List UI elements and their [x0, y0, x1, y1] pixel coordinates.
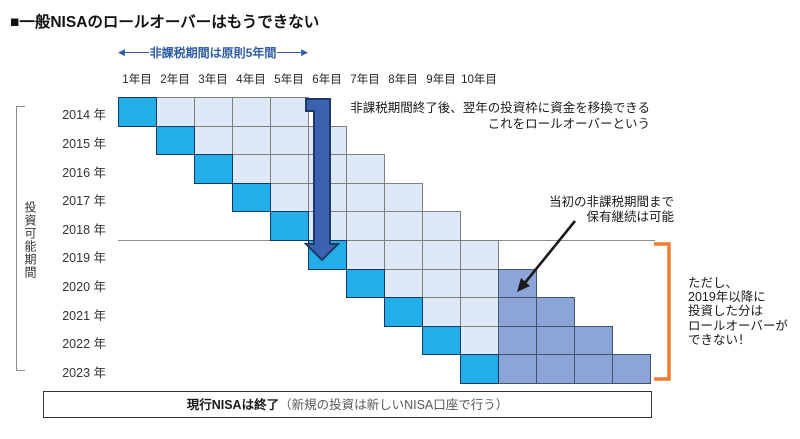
year-row-label: 2023 年	[62, 365, 106, 380]
tax-free-cell	[460, 268, 499, 299]
tax-free-period-text: 非課税期間は原則5年間	[149, 45, 277, 60]
rollover-note-line2: これをロールオーバーという	[487, 116, 650, 131]
column-header: 5年目	[274, 74, 304, 86]
column-header: 2年目	[160, 74, 190, 86]
column-header: 7年目	[350, 74, 380, 86]
right-arrowhead-icon: ▶	[301, 47, 308, 57]
tax-free-cell	[270, 182, 309, 213]
extended-holding-cell	[498, 325, 537, 356]
tax-free-cell	[422, 268, 461, 299]
tax-free-cell	[384, 182, 423, 213]
investment-year-cell	[194, 154, 233, 184]
footer-normal-text: （新規の投資は新しいNISA口座で行う）	[279, 398, 509, 412]
left-arrowhead-icon: ◀	[118, 47, 125, 57]
investment-period-label: 投資可能期間	[23, 201, 37, 279]
tax-free-cell	[270, 97, 309, 127]
investment-year-cell	[422, 325, 461, 356]
hold-note: 当初の非課税期間まで 保有継続は可能	[480, 195, 674, 224]
tax-free-cell	[422, 297, 461, 327]
hold-note-line1: 当初の非課税期間まで	[548, 195, 674, 209]
column-header: 3年目	[198, 74, 228, 86]
year-row-label: 2015 年	[62, 136, 106, 151]
tax-free-cell	[422, 240, 461, 270]
extended-holding-cell	[498, 354, 537, 384]
tax-free-cell	[232, 125, 271, 156]
tax-free-cell	[384, 268, 423, 299]
year-row-label: 2021 年	[62, 308, 106, 323]
footer-banner: 現行NISAは終了（新規の投資は新しいNISA口座で行う）	[43, 391, 652, 418]
extended-holding-cell	[574, 325, 613, 356]
year-row-label: 2016 年	[62, 165, 106, 180]
investment-year-cell	[308, 240, 347, 270]
tax-free-cell	[270, 125, 309, 156]
tax-free-cell	[384, 240, 423, 270]
page-title: ■一般NISAのロールオーバーはもうできない	[10, 14, 320, 31]
footer-bold-text: 現行NISAは終了	[186, 398, 280, 412]
investment-year-cell	[270, 211, 309, 241]
investment-period-bracket	[16, 106, 25, 371]
tax-free-period-label: ◀ 非課税期間は原則5年間 ▶	[118, 44, 308, 60]
investment-year-cell	[460, 354, 499, 384]
year-row-label: 2018 年	[62, 222, 106, 237]
arrow-line-right	[277, 51, 302, 53]
tax-free-cell	[422, 211, 461, 241]
arrow-line-left	[124, 51, 149, 53]
year-row-label: 2020 年	[62, 279, 106, 294]
tax-free-cell	[460, 297, 499, 327]
restriction-note-line: ロールオーバーが	[688, 318, 788, 333]
investment-year-cell	[346, 268, 385, 299]
investment-year-cell	[156, 125, 195, 156]
restriction-bracket	[654, 242, 671, 381]
extended-holding-cell	[536, 354, 575, 384]
tax-free-cell	[232, 97, 271, 127]
hold-note-line2: 保有継続は可能	[586, 209, 674, 224]
column-header: 10年目	[461, 74, 497, 86]
year-row-label: 2019 年	[62, 251, 106, 266]
tax-free-cell	[460, 325, 499, 356]
tax-free-cell	[384, 211, 423, 241]
tax-free-cell	[308, 154, 347, 184]
extended-holding-cell	[498, 268, 537, 299]
column-header: 6年目	[312, 74, 342, 86]
investment-year-cell	[232, 182, 271, 213]
tax-free-cell	[346, 240, 385, 270]
extended-holding-cell	[574, 354, 613, 384]
rollover-note-line1: 非課税期間終了後、翌年の投資枠に資金を移換できる	[350, 101, 650, 115]
tax-free-cell	[308, 211, 347, 241]
restriction-note-line: ただし、	[688, 276, 739, 290]
tax-free-cell	[460, 240, 499, 270]
extended-holding-cell	[536, 325, 575, 356]
tax-free-cell	[270, 154, 309, 184]
column-header: 9年目	[426, 74, 456, 86]
column-header: 4年目	[236, 74, 266, 86]
tax-free-cell	[194, 97, 233, 127]
tax-free-cell	[308, 182, 347, 213]
rollover-note: 非課税期間終了後、翌年の投資枠に資金を移換できる これをロールオーバーという	[250, 101, 650, 132]
tax-free-cell	[346, 211, 385, 241]
restriction-note: ただし、 2019年以降に 投資した分は ロールオーバーが できない！	[688, 276, 796, 347]
tax-free-cell	[232, 154, 271, 184]
tax-free-cell	[194, 125, 233, 156]
investment-year-cell	[384, 297, 423, 327]
restriction-note-line: 2019年以降に	[688, 290, 766, 305]
year-row-label: 2022 年	[62, 337, 106, 352]
restriction-note-line: 投資した分は	[688, 304, 764, 319]
restriction-note-line: できない！	[688, 332, 751, 347]
tax-free-cell	[346, 182, 385, 213]
year-row-label: 2017 年	[62, 194, 106, 209]
tax-free-cell	[346, 154, 385, 184]
extended-holding-cell	[498, 297, 537, 327]
tax-free-cell	[156, 97, 195, 127]
year-row-label: 2014 年	[62, 108, 106, 123]
extended-holding-cell	[536, 297, 575, 327]
column-header: 8年目	[388, 74, 418, 86]
extended-holding-cell	[612, 354, 651, 384]
investment-year-cell	[118, 97, 157, 127]
column-header: 1年目	[122, 74, 152, 86]
